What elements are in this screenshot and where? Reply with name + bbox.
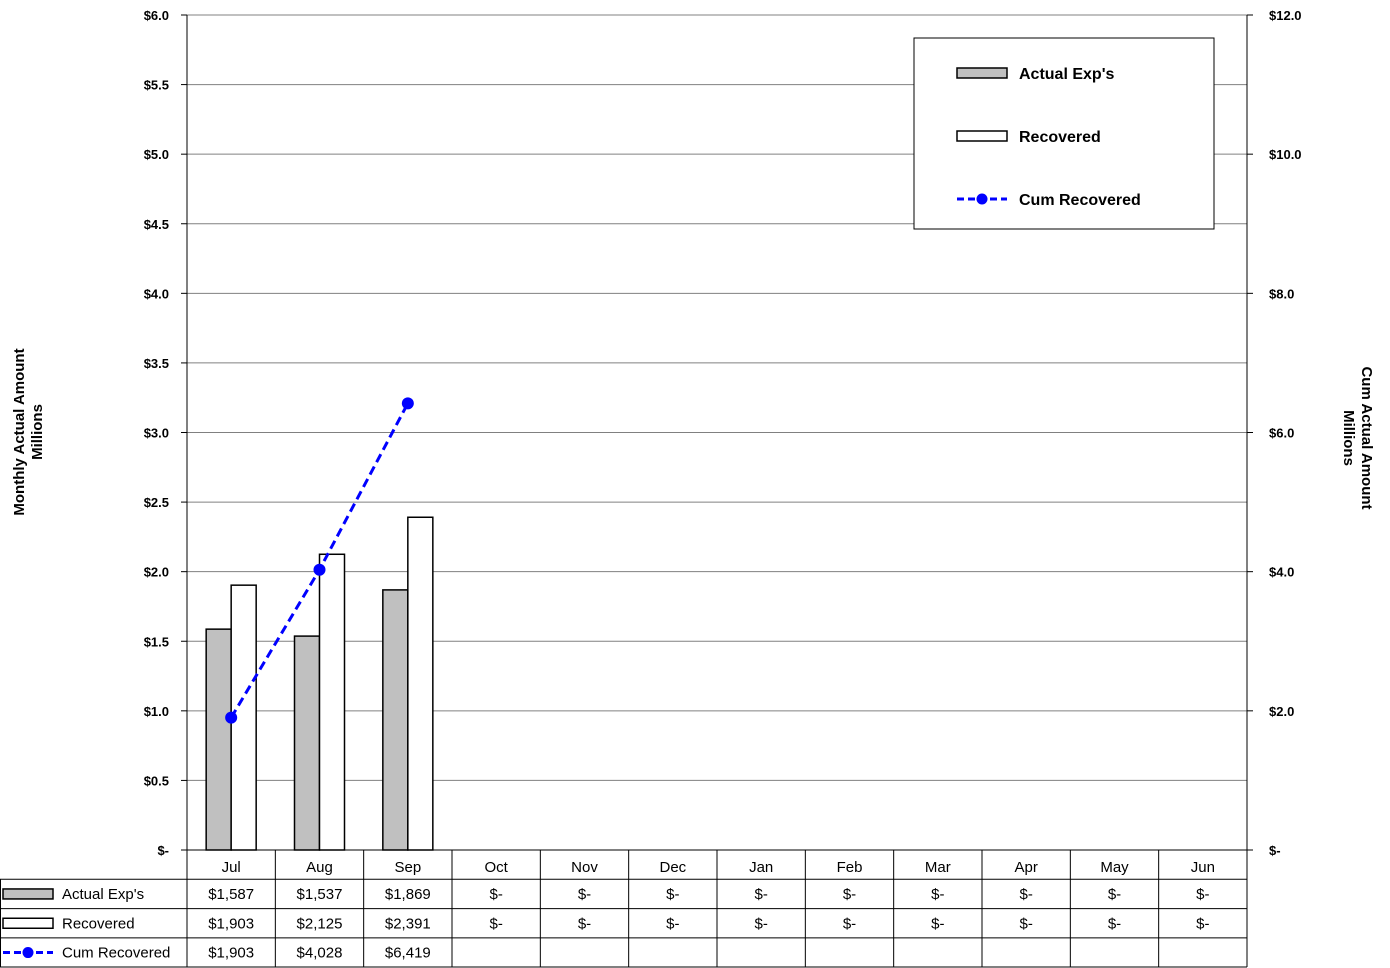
x-category-label: Jun xyxy=(1191,859,1215,876)
table-cell: $- xyxy=(1019,915,1032,932)
left-tick-label: $0.5 xyxy=(144,773,169,788)
cum-recovered-point xyxy=(225,711,238,724)
left-tick-label: $- xyxy=(157,843,169,858)
data-table: Jul Aug Sep Oct Nov Dec Jan Feb Mar Apr May Jun Actu… xyxy=(0,850,1248,968)
x-category-label: Mar xyxy=(925,859,951,876)
legend-swatch xyxy=(956,130,1008,142)
table-cell: $4,028 xyxy=(297,945,343,962)
row-label: Recovered xyxy=(62,915,135,932)
left-tick-label: $2.0 xyxy=(144,565,169,580)
right-axis-title-line: Millions xyxy=(1340,410,1357,466)
legend-swatch xyxy=(956,67,1008,79)
table-cell: $- xyxy=(1108,886,1121,903)
table-cell: $1,869 xyxy=(385,886,431,903)
left-tick-label: $6.0 xyxy=(144,8,169,23)
table-cell: $1,587 xyxy=(208,886,254,903)
x-category-label: Jan xyxy=(749,859,773,876)
table-cell: $- xyxy=(843,886,856,903)
bar-recovered xyxy=(407,516,434,851)
x-category-label: Oct xyxy=(484,859,508,876)
left-axis-title: Monthly Actual AmountMillions xyxy=(11,348,46,515)
x-category-label: Aug xyxy=(306,859,333,876)
bar-actual-exp xyxy=(382,589,409,851)
table-cell: $6,419 xyxy=(385,945,431,962)
x-category-label: Apr xyxy=(1014,859,1037,876)
legend-label: Actual Exp's xyxy=(1019,66,1114,83)
left-axis-title-line: Monthly Actual Amount xyxy=(11,348,28,515)
x-category-label: Feb xyxy=(837,859,863,876)
table-cell: $- xyxy=(578,886,591,903)
table-cell: $1,903 xyxy=(208,915,254,932)
left-tick-label: $4.5 xyxy=(144,217,169,232)
table-cell: $- xyxy=(666,915,679,932)
table-cell: $- xyxy=(1196,915,1209,932)
cum-recovered-line xyxy=(225,397,414,724)
left-axis-title-line: Millions xyxy=(29,404,46,460)
bar-actual-exp xyxy=(293,635,321,851)
right-axis-title: Cum Actual AmountMillions xyxy=(1340,366,1375,509)
right-tick-label: $4.0 xyxy=(1269,565,1294,580)
row-key-marker xyxy=(22,947,34,959)
table-cell: $- xyxy=(931,886,944,903)
row-key-swatch xyxy=(2,888,54,900)
table-cell: $- xyxy=(578,915,591,932)
right-tick-label: $12.0 xyxy=(1269,8,1302,23)
x-category-label: Jul xyxy=(222,859,241,876)
left-tick-label: $3.5 xyxy=(144,356,169,371)
right-tick-label: $8.0 xyxy=(1269,286,1294,301)
right-axis-title-line: Cum Actual Amount xyxy=(1358,366,1375,509)
table-cell: $1,537 xyxy=(297,886,343,903)
row-label: Cum Recovered xyxy=(62,945,170,962)
x-category-label: Sep xyxy=(394,859,421,876)
cum-recovered-point xyxy=(401,397,414,410)
table-cell: $- xyxy=(666,886,679,903)
table-cell: $1,903 xyxy=(208,945,254,962)
right-tick-label: $2.0 xyxy=(1269,704,1294,719)
legend-label: Cum Recovered xyxy=(1019,192,1141,209)
bar-actual-exp xyxy=(205,628,232,851)
legend: Actual Exp's Recovered Cum Recovered xyxy=(913,37,1215,230)
table-cell: $- xyxy=(1196,886,1209,903)
table-cell: $- xyxy=(1019,886,1032,903)
table-cell: $2,125 xyxy=(297,915,343,932)
left-tick-label: $1.5 xyxy=(144,634,169,649)
table-cell: $- xyxy=(843,915,856,932)
cum-recovered-point xyxy=(313,563,326,576)
axes: $- $0.5 $1.0 $1.5 $2.0 $2.5 $3.0 $3.5 $4.0 $4.5 $5… xyxy=(144,8,1302,858)
left-tick-label: $3.0 xyxy=(144,426,169,441)
x-category-label: May xyxy=(1100,859,1129,876)
right-tick-label: $10.0 xyxy=(1269,147,1302,162)
left-tick-label: $2.5 xyxy=(144,495,169,510)
table-cell: $- xyxy=(931,915,944,932)
bar-recovered xyxy=(318,553,346,851)
left-tick-label: $4.0 xyxy=(144,286,169,301)
left-tick-label: $5.5 xyxy=(144,78,169,93)
right-tick-label: $6.0 xyxy=(1269,426,1294,441)
table-cell: $- xyxy=(489,886,502,903)
left-tick-label: $1.0 xyxy=(144,704,169,719)
right-tick-label: $- xyxy=(1269,843,1281,858)
legend-label: Recovered xyxy=(1019,129,1101,146)
legend-marker xyxy=(976,193,988,205)
table-cell: $- xyxy=(754,886,767,903)
row-label: Actual Exp's xyxy=(62,886,144,903)
table-cell: $- xyxy=(754,915,767,932)
row-key-swatch xyxy=(2,917,54,929)
x-category-label: Dec xyxy=(659,859,686,876)
table-cell: $- xyxy=(1108,915,1121,932)
table-cell: $- xyxy=(489,915,502,932)
x-category-label: Nov xyxy=(571,859,598,876)
table-cell: $2,391 xyxy=(385,915,431,932)
axis-titles: Monthly Actual AmountMillions Cum Actual … xyxy=(11,348,1375,515)
left-tick-label: $5.0 xyxy=(144,147,169,162)
